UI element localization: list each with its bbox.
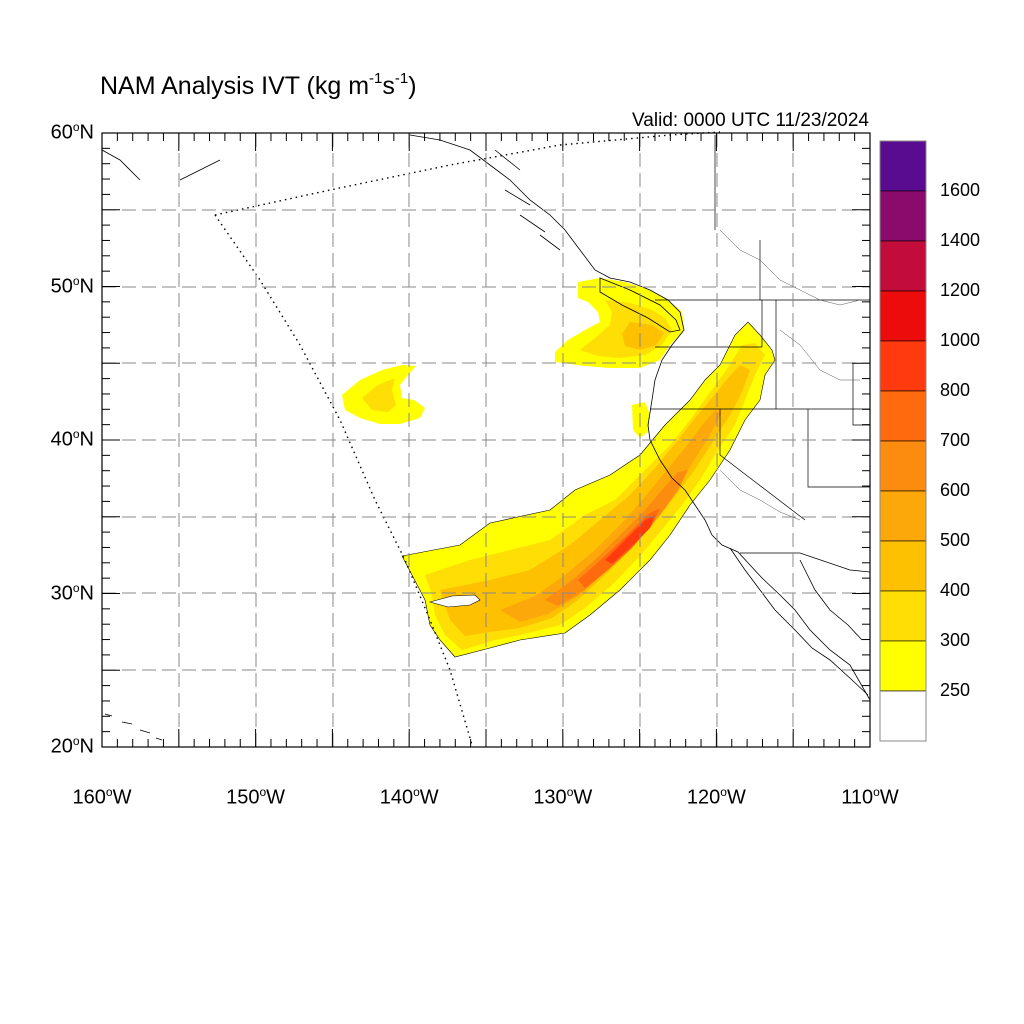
colorbar-swatch xyxy=(879,640,927,692)
latitude-label: 30oN xyxy=(50,580,94,605)
islands-alaska xyxy=(494,149,561,251)
colorbar-swatch xyxy=(879,140,927,192)
colorbar-swatch xyxy=(879,190,927,242)
latitude-label: 20oN xyxy=(50,734,94,758)
id-border xyxy=(761,300,777,409)
colorbar-label: 1000 xyxy=(940,330,981,350)
colorbar-swatch xyxy=(879,490,927,542)
bc-border xyxy=(714,135,761,300)
colorbar-swatch xyxy=(879,590,927,642)
alaska-tip xyxy=(101,149,221,181)
north-america-coast xyxy=(409,134,871,701)
coastlines xyxy=(101,134,871,741)
ivt-shading xyxy=(342,278,776,658)
tick-marks xyxy=(101,132,871,748)
political-borders xyxy=(650,135,871,573)
latitude-label: 40oN xyxy=(50,427,94,451)
longitude-label: 150oW xyxy=(226,785,286,809)
colorbar-label: 600 xyxy=(940,480,971,500)
colorbar-label: 1400 xyxy=(940,230,981,250)
az-border xyxy=(807,409,870,488)
colorbar-swatch xyxy=(879,340,927,392)
colorbar-swatch xyxy=(879,540,927,592)
vancouver-island xyxy=(599,277,681,333)
colorbar-label: 250 xyxy=(940,680,971,700)
longitude-label: 130oW xyxy=(533,785,593,809)
colorbar-label: 1600 xyxy=(940,180,981,200)
colorbar-label: 400 xyxy=(940,580,971,600)
ivt-300-river xyxy=(425,343,765,650)
colorbar-label: 1200 xyxy=(940,280,981,300)
map-title: NAM Analysis IVT (kg m-1s-1) xyxy=(100,70,417,100)
longitude-label: 120oW xyxy=(686,785,746,809)
ivt-400-river xyxy=(440,365,750,636)
latitude-label: 50oN xyxy=(50,273,94,298)
ivt-400-north xyxy=(622,322,664,350)
graticule xyxy=(102,133,870,747)
colorbar-label: 300 xyxy=(940,630,971,650)
colorbar-swatch xyxy=(879,240,927,292)
hawaii xyxy=(104,713,163,741)
ivt-300-west xyxy=(362,378,396,412)
ivt-800-river xyxy=(605,515,655,564)
colorbar-outline xyxy=(879,140,927,742)
baja-coast xyxy=(729,547,869,696)
ivt-500-river xyxy=(500,410,722,622)
us-mexico-border xyxy=(740,552,871,573)
colorbar-swatch xyxy=(879,290,927,342)
ivt-250-north2 xyxy=(632,402,650,438)
model-domain-boundary xyxy=(214,131,721,746)
gulf-california xyxy=(799,559,863,641)
colorbar-label: 700 xyxy=(940,430,971,450)
longitude-label: 160oW xyxy=(72,785,132,809)
colorbar-swatch xyxy=(879,440,927,492)
colorbar-swatch xyxy=(879,690,927,742)
valid-time: Valid: 0000 UTC 11/23/2024 xyxy=(632,110,869,131)
colorbar-label: 800 xyxy=(940,380,971,400)
longitude-label: 140oW xyxy=(379,785,439,809)
ivt-river-hole xyxy=(428,594,481,608)
latitude-label: 60oN xyxy=(50,120,94,144)
ivt-600-river xyxy=(545,470,688,606)
colorbar xyxy=(879,140,927,742)
longitude-label: 110oW xyxy=(841,785,899,809)
colorbar-label: 500 xyxy=(940,530,971,550)
nv-border xyxy=(719,409,806,521)
colorbar-swatch xyxy=(879,390,927,442)
